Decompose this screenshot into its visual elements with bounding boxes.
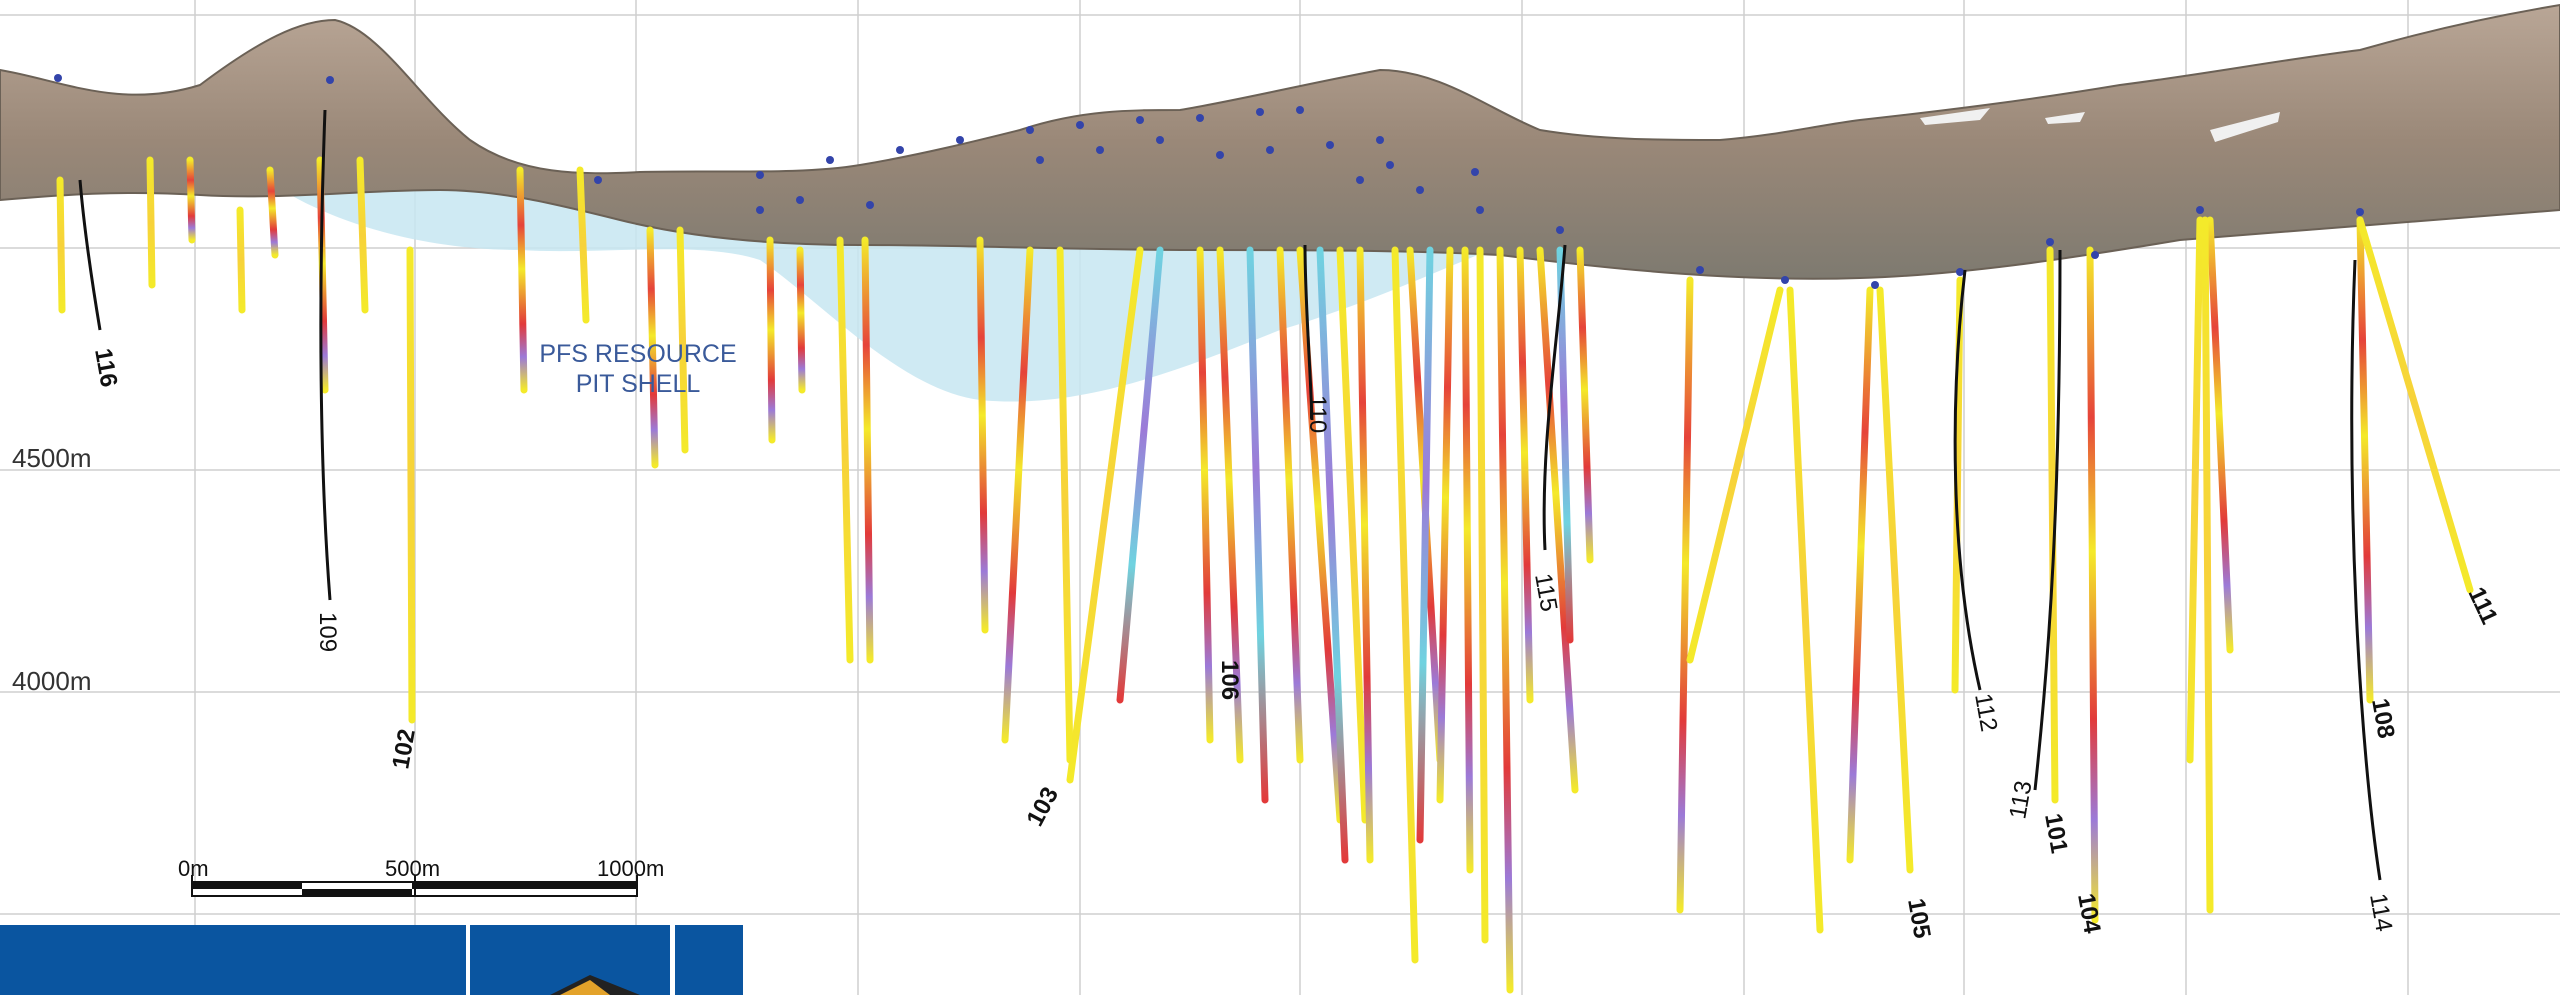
scale-label-mid: 500m <box>385 856 440 881</box>
collar-markers <box>54 74 2364 289</box>
hole-label-106: 106 <box>1216 660 1243 700</box>
pit-shell-label-line1: PFS RESOURCE <box>539 340 736 368</box>
snow-patch <box>2210 112 2280 142</box>
hole-label-102: 102 <box>387 727 421 771</box>
hole-label-104: 104 <box>2072 891 2106 936</box>
company-logo-block <box>0 925 743 995</box>
scale-label-start: 0m <box>178 856 209 881</box>
hole-label-105: 105 <box>1902 896 1936 940</box>
hole-label-109: 109 <box>314 612 341 652</box>
hole-label-113: 113 <box>2004 779 2037 821</box>
elevation-label-4500: 4500m <box>12 443 92 473</box>
snow-patch <box>2045 112 2085 124</box>
hole-label-110: 110 <box>1304 395 1331 433</box>
scale-bar <box>191 875 638 897</box>
hole-label-116: 116 <box>89 346 122 389</box>
hole-label-114: 114 <box>2364 891 2397 933</box>
hole-label-108: 108 <box>2366 696 2400 740</box>
hole-label-101: 101 <box>2039 811 2073 855</box>
hole-label-115: 115 <box>1529 571 1562 613</box>
pit-shell-label-line2: PIT SHELL <box>576 370 701 398</box>
scale-label-end: 1000m <box>597 856 664 881</box>
hole-label-112: 112 <box>1969 691 2002 733</box>
labelled-hole-traces <box>78 109 2382 881</box>
terrain-surface <box>0 3 2560 280</box>
snow-patch <box>1920 108 1990 125</box>
drill-holes <box>56 156 2474 994</box>
hole-label-103: 103 <box>1021 783 1064 831</box>
elevation-label-4000: 4000m <box>12 666 92 696</box>
